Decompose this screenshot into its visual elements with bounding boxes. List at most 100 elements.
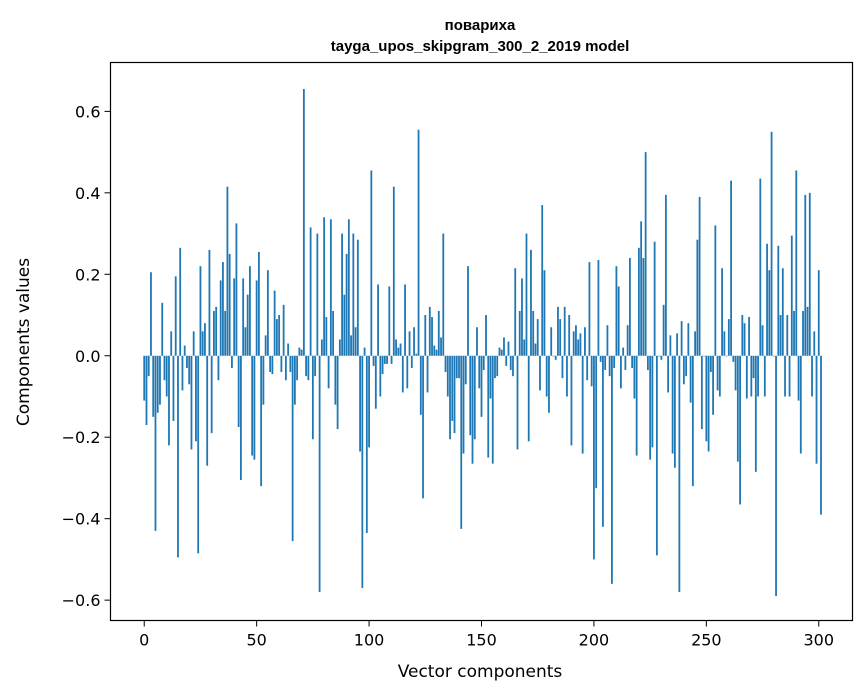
bar-289 [793,310,795,356]
bar-202 [597,260,600,356]
bar-148 [476,327,478,356]
bar-77 [316,233,319,356]
bar-128 [431,317,433,356]
bar-271 [752,355,755,379]
bar-265 [739,355,741,505]
bar-163 [509,355,512,371]
bar-254 [714,225,717,356]
bar-274 [759,178,762,356]
bar-85 [334,355,337,405]
bar-301 [820,355,822,515]
bar-125 [424,315,427,356]
bar-220 [637,247,640,356]
bar-66 [291,355,294,542]
bar-23 [195,355,197,442]
bar-290 [795,170,798,356]
bar-201 [595,355,598,489]
bar-272 [754,355,757,472]
bar-192 [575,325,577,356]
x-tick-label: 150 [466,631,497,650]
bar-208 [611,355,613,584]
bar-118 [408,331,411,356]
bar-231 [662,304,665,356]
bar-154 [489,355,492,399]
bar-217 [631,355,634,368]
bar-86 [336,355,339,430]
bar-255 [716,355,719,391]
bar-228 [655,355,658,556]
bar-59 [275,319,278,356]
bar-225 [649,355,652,460]
bar-135 [446,355,449,397]
bar-18 [183,345,186,356]
bar-136 [449,355,451,440]
bar-126 [426,355,429,393]
bar-105 [379,355,382,397]
chart-title: повариха [445,17,516,34]
y-tick-label: 0.6 [75,102,100,121]
bar-193 [577,339,580,356]
bar-283 [779,315,782,356]
bar-218 [633,355,636,399]
x-tick-label: 200 [579,631,610,650]
bar-182 [552,355,555,357]
bar-33 [217,355,220,381]
bar-42 [237,355,240,428]
bar-221 [640,221,643,356]
bar-35 [222,262,224,356]
bar-27 [204,323,206,356]
bar-16 [179,247,182,356]
bar-60 [278,315,281,356]
bar-224 [646,355,649,371]
bar-226 [651,355,654,448]
bar-87 [338,339,341,356]
bar-109 [388,286,391,356]
bar-38 [228,253,231,356]
bar-97 [361,355,364,588]
bar-95 [356,239,359,356]
bar-259 [725,355,728,357]
bar-71 [302,88,305,356]
x-tick-label: 300 [803,631,834,650]
bar-111 [392,186,395,356]
bar-15 [177,355,179,558]
plot-frame [109,61,854,622]
bar-280 [772,355,775,357]
bar-229 [658,355,661,357]
bar-6 [156,355,159,413]
y-tick-label: 0.2 [75,265,100,284]
bar-276 [763,355,766,397]
bar-164 [512,355,514,377]
bar-227 [653,241,656,356]
bar-20 [188,355,191,385]
bar-96 [359,355,361,452]
bar-56 [269,355,272,373]
bar-83 [329,219,332,356]
bar-291 [797,355,800,401]
bar-173 [532,310,535,356]
bar-68 [296,355,299,381]
x-tick-label: 50 [246,631,266,650]
bar-249 [703,355,705,357]
bar-73 [307,355,310,381]
bar-7 [159,355,161,405]
bar-78 [318,355,321,592]
bar-98 [363,347,366,356]
bar-28 [206,355,209,466]
bar-159 [500,349,503,356]
bar-3 [150,272,152,356]
bar-63 [284,355,287,381]
bar-0 [143,355,146,401]
bar-141 [460,355,463,529]
bar-152 [485,315,487,356]
bar-215 [626,325,629,356]
bar-14 [174,276,177,356]
bar-172 [530,249,532,356]
bar-103 [374,355,377,409]
bar-298 [813,331,816,356]
bar-76 [314,355,317,377]
bar-119 [410,355,413,368]
bar-44 [242,278,245,356]
bar-145 [469,355,472,436]
